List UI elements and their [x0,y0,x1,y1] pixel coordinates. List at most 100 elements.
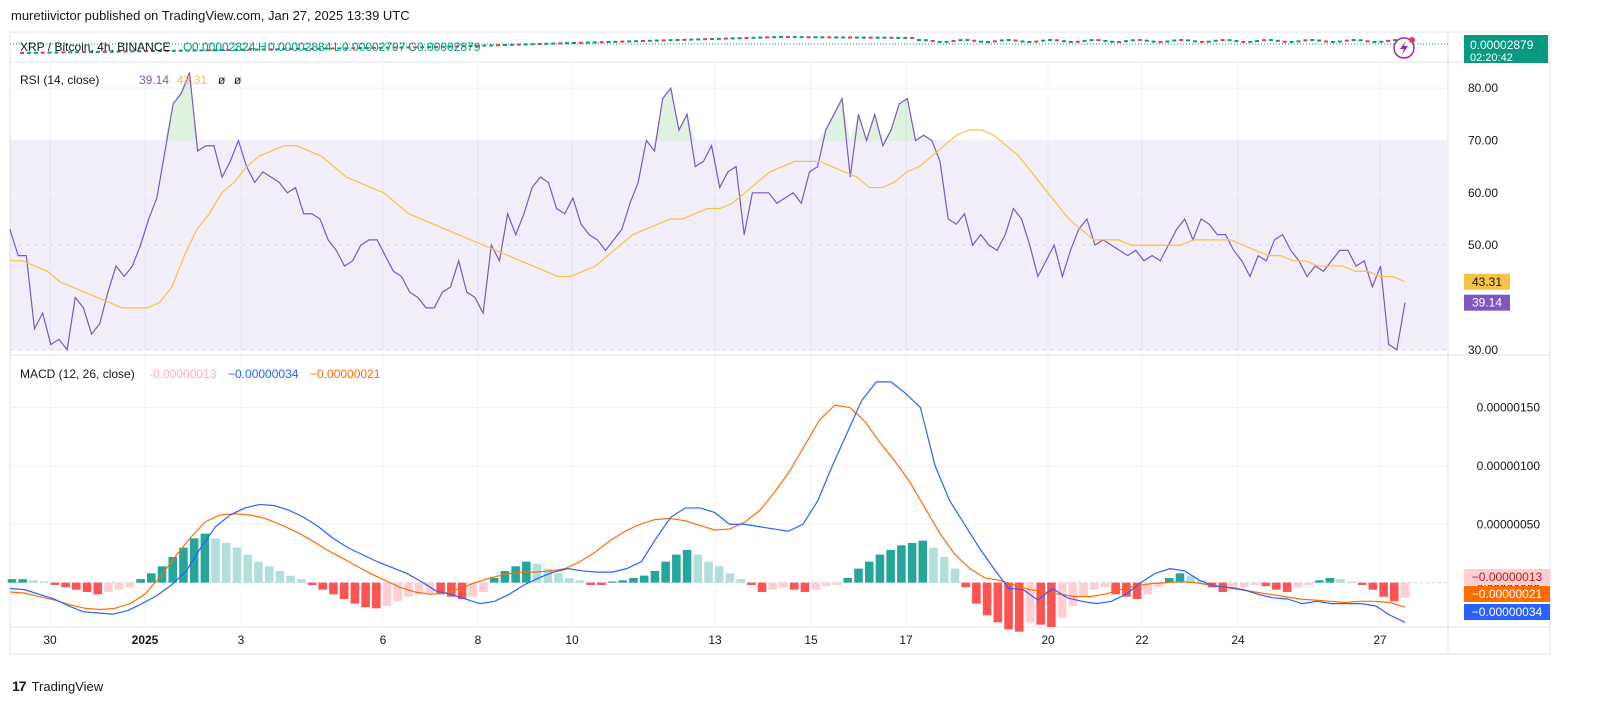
rsi-last-label-box [1464,273,1510,290]
price-candle [972,39,977,42]
price-candle [220,49,225,52]
price-candle [986,40,990,43]
price-candle [47,51,52,54]
price-candle [309,47,314,50]
macd-histogram-bar [264,566,274,583]
macd-histogram-bar [747,582,756,585]
macd-histogram-bar [350,582,360,604]
price-candle [1275,39,1280,42]
macd-histogram-bar [961,582,970,588]
price-candle [951,40,956,43]
macd-histogram-bar [232,547,242,583]
price-candle [716,37,721,40]
price-candle [1372,40,1377,43]
chart-frame [9,31,1551,655]
macd-histogram-bar [329,582,338,595]
ohlc-close-label: C [408,40,417,54]
price-candle [965,39,970,42]
price-candle [523,43,528,46]
price-candle [399,46,404,49]
macd-histogram-bar [1325,577,1335,583]
macd-histogram-bar [511,566,520,583]
macd-histogram-bar [211,538,220,583]
price-candle [1379,40,1384,43]
price-candle [696,38,701,41]
macd-histogram-bar [907,542,917,583]
price-candle [199,49,204,52]
price-candle [710,38,714,40]
price-candle [1020,40,1025,43]
price-candle [337,47,342,50]
price-candle [227,49,231,51]
macd-histogram-bar [1132,582,1142,599]
price-candle [765,36,770,39]
price-pane[interactable] [10,36,1448,54]
macd-histogram-bar [1368,582,1378,590]
alert-lightning-icon[interactable] [1393,37,1415,59]
macd-last-label-box [1464,604,1550,620]
macd-histogram-bar [18,579,28,583]
price-candle [289,48,294,51]
time-axis-tick: 30 [43,633,57,647]
tradingview-logo-icon[interactable]: 17 [12,678,27,694]
price-candle [378,46,383,49]
price-candle [1013,39,1018,42]
macd-histogram-bar [950,568,960,583]
macd-histogram-bar [768,582,778,590]
price-candle [889,36,894,39]
macd-histogram-bar [307,582,317,585]
price-candle [26,51,31,54]
macd-histogram-bar [1014,582,1024,632]
rsi-legend-na-1: ø [218,73,226,87]
macd-histogram-bar [179,547,188,583]
macd-histogram-bar [1154,582,1163,588]
price-candle [496,44,501,47]
price-candle [1317,39,1322,42]
rsi-pane[interactable]: 80.00 70.00 60.00 50.00 30.00 43.31 39.14 [9,72,1510,357]
macd-histogram-bar [1282,582,1292,592]
countdown-timer: 02:20:42 [1470,52,1513,64]
macd-histogram-bar [1068,582,1078,606]
macd-histogram-bar [82,582,92,592]
price-candle [641,40,645,42]
macd-histogram-bar [939,556,949,583]
macd-histogram-bar [554,573,563,583]
rsi-overbought-fill [173,93,182,141]
macd-histogram-bar [1304,582,1313,585]
macd-histogram-bar [425,582,435,594]
price-candle [848,36,852,39]
time-axis-tick: 20 [1041,633,1055,647]
price-candle [1241,40,1246,43]
time-axis-tick: 13 [708,633,722,647]
macd-histogram-bar [447,582,456,597]
price-candle [882,36,887,39]
macd-histogram-bar [618,580,628,583]
price-candle [158,50,162,52]
price-candle [413,46,418,49]
macd-histogram-bar [1111,582,1120,595]
macd-axis-tick: 0.00000100 [1477,459,1541,473]
price-candle [627,40,632,43]
price-candle [371,46,376,49]
price-candle [558,42,563,45]
price-candle [585,41,590,44]
macd-histogram-bar [297,579,306,583]
macd-histogram-bar [1164,577,1174,583]
macd-histogram-bar [1357,582,1367,585]
price-candle [917,39,921,42]
macd-histogram-bar [918,540,928,583]
price-candle [330,47,335,50]
rsi-overbought-fill [825,114,834,141]
macd-histogram-bar [575,580,585,583]
macd-last-label: −0.00000021 [1472,587,1543,601]
price-candle [1282,40,1287,43]
time-axis[interactable]: 30 2025 3 6 8 10 13 15 17 20 22 24 27 [43,633,1387,647]
macd-histogram-bar [1036,582,1045,625]
price-candle [896,36,901,39]
macd-histogram-bar [597,582,606,585]
price-candle [1082,39,1087,42]
macd-pane[interactable]: 0.000001500.000001000.000000500.00000000… [7,381,1550,632]
macd-histogram-bar [436,582,445,595]
macd-histogram-bar [1272,582,1281,590]
